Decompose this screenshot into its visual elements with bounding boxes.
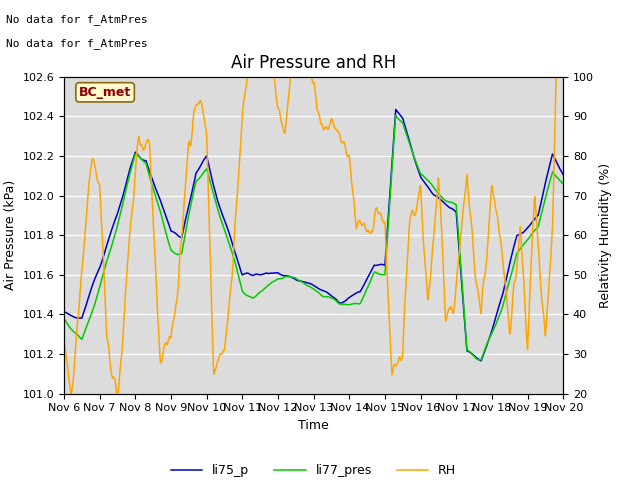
li77_pres bbox=[147, 177, 154, 183]
li77_pres bbox=[252, 294, 259, 300]
Text: No data for f_AtmPres: No data for f_AtmPres bbox=[6, 14, 148, 25]
Y-axis label: Relativity Humidity (%): Relativity Humidity (%) bbox=[600, 163, 612, 308]
li75_p bbox=[117, 200, 125, 205]
li75_p bbox=[477, 358, 485, 363]
li75_p bbox=[252, 271, 259, 277]
RH bbox=[117, 357, 125, 362]
li75_p bbox=[550, 154, 557, 159]
li77_pres bbox=[475, 357, 483, 363]
li77_pres bbox=[496, 312, 504, 317]
li77_pres bbox=[559, 181, 567, 187]
li77_pres bbox=[60, 316, 68, 322]
RH bbox=[60, 341, 68, 347]
li75_p bbox=[273, 270, 281, 276]
RH bbox=[252, 74, 260, 80]
RH bbox=[244, 74, 252, 80]
RH bbox=[67, 391, 75, 396]
RH bbox=[496, 234, 504, 240]
Line: li77_pres: li77_pres bbox=[64, 116, 563, 360]
Y-axis label: Air Pressure (kPa): Air Pressure (kPa) bbox=[4, 180, 17, 290]
X-axis label: Time: Time bbox=[298, 419, 329, 432]
Text: No data for f̲AtmPres: No data for f̲AtmPres bbox=[6, 38, 148, 49]
RH bbox=[559, 74, 567, 80]
li75_p bbox=[60, 309, 68, 314]
li75_p bbox=[496, 300, 504, 306]
Line: li75_p: li75_p bbox=[64, 109, 563, 360]
li75_p bbox=[392, 107, 399, 112]
RH bbox=[550, 176, 557, 182]
li77_pres bbox=[550, 170, 557, 176]
Title: Air Pressure and RH: Air Pressure and RH bbox=[231, 54, 396, 72]
Text: BC_met: BC_met bbox=[79, 86, 131, 99]
li77_pres bbox=[392, 113, 399, 119]
li75_p bbox=[147, 171, 154, 177]
li77_pres bbox=[273, 276, 281, 282]
Line: RH: RH bbox=[64, 77, 563, 394]
li77_pres bbox=[117, 209, 125, 215]
RH bbox=[147, 166, 155, 172]
li75_p bbox=[559, 172, 567, 178]
RH bbox=[273, 104, 281, 109]
Legend: li75_p, li77_pres, RH: li75_p, li77_pres, RH bbox=[166, 459, 461, 480]
